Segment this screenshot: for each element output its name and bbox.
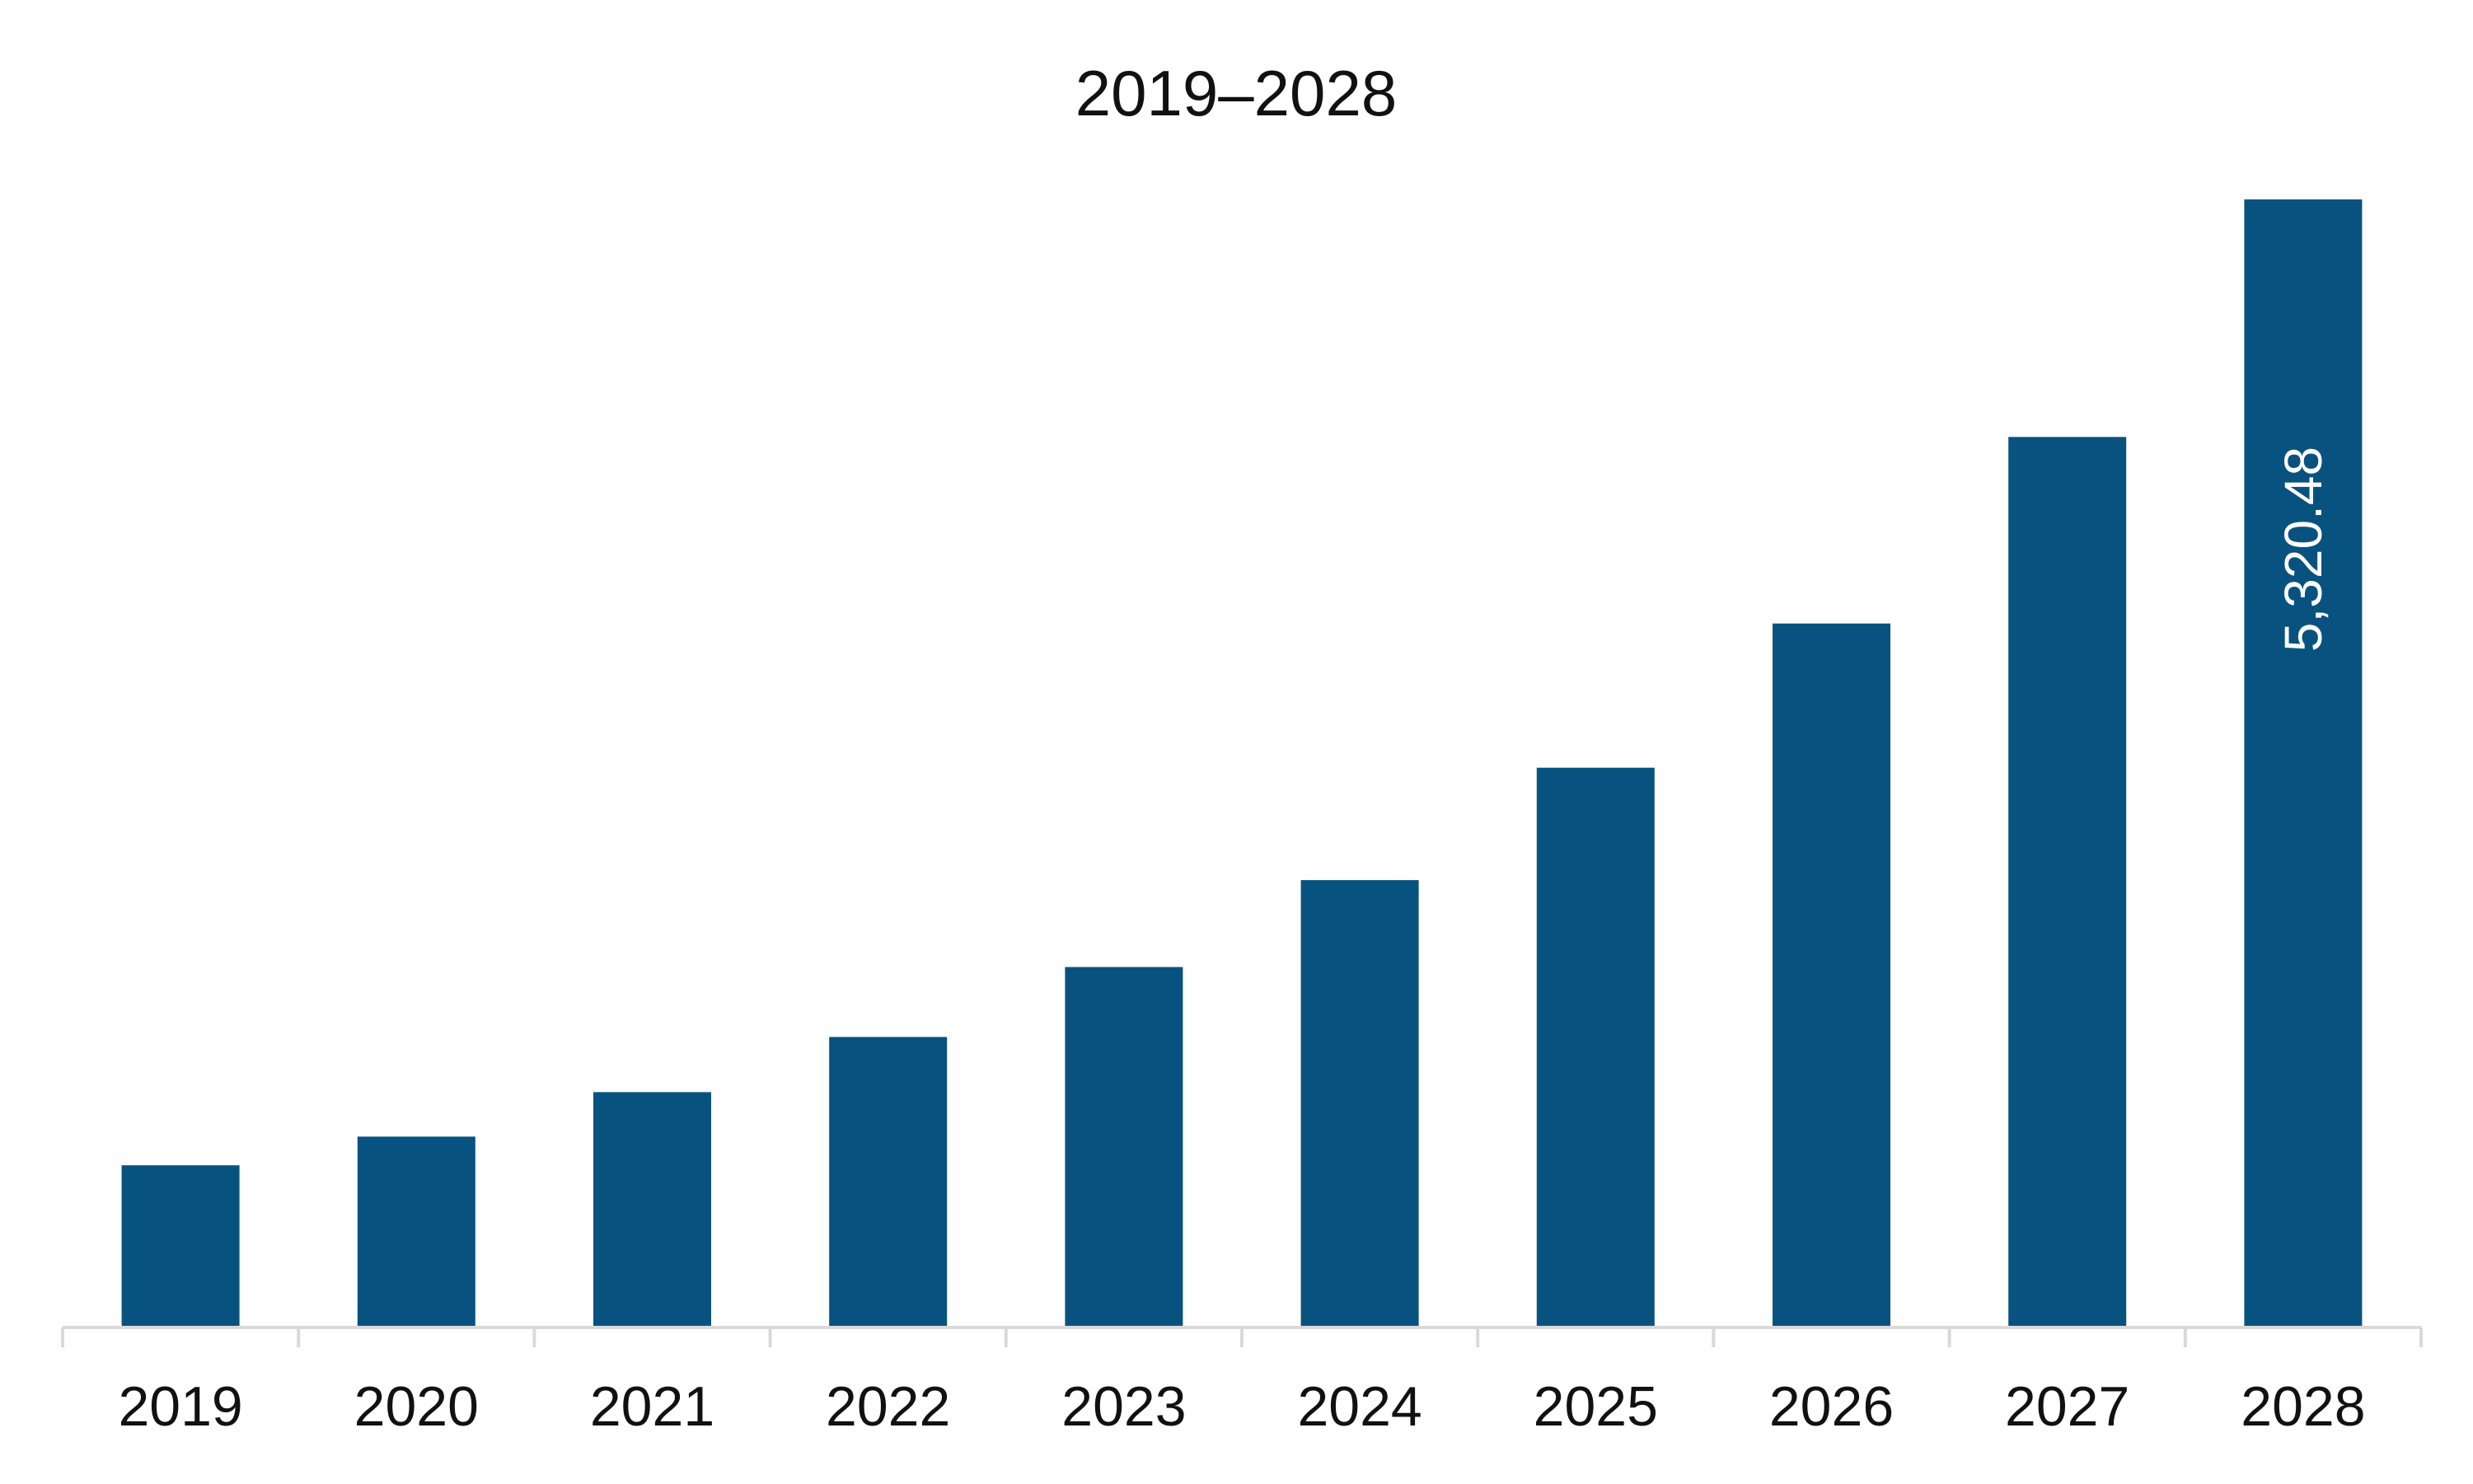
- bar-2025: [1536, 767, 1655, 1327]
- chart-title: 2019–2028: [1075, 57, 1397, 129]
- x-tick-label-2027: 2027: [2005, 1375, 2129, 1438]
- bar-2026: [1773, 623, 1890, 1327]
- bar-2023: [1065, 967, 1183, 1327]
- bar-2021: [593, 1092, 711, 1327]
- x-axis: [61, 1326, 2423, 1347]
- data-label-2028: 5,320.48: [2274, 447, 2333, 652]
- x-tick-label-2025: 2025: [1534, 1375, 1658, 1438]
- x-tick-labels: 2019 2020 2021 2022 2023 2024 2025 2026 2027 2028: [118, 1375, 2365, 1438]
- data-labels: 5,320.48: [2274, 447, 2333, 652]
- x-tick-label-2024: 2024: [1297, 1375, 1422, 1438]
- x-tick-label-2020: 2020: [354, 1375, 479, 1438]
- bar-2027: [2008, 437, 2127, 1327]
- bar-2024: [1300, 880, 1419, 1327]
- x-tick-label-2022: 2022: [826, 1375, 950, 1438]
- x-tick-label-2021: 2021: [590, 1375, 714, 1438]
- bar-2019: [121, 1165, 240, 1327]
- bar-2028: [2244, 199, 2363, 1327]
- bars-layer: [121, 199, 2363, 1327]
- bar-2020: [357, 1136, 475, 1327]
- x-tick-label-2023: 2023: [1061, 1375, 1186, 1438]
- bar-2022: [829, 1037, 948, 1327]
- x-tick-label-2026: 2026: [1769, 1375, 1894, 1438]
- x-tick-label-2019: 2019: [118, 1375, 242, 1438]
- x-tick-label-2028: 2028: [2241, 1375, 2365, 1438]
